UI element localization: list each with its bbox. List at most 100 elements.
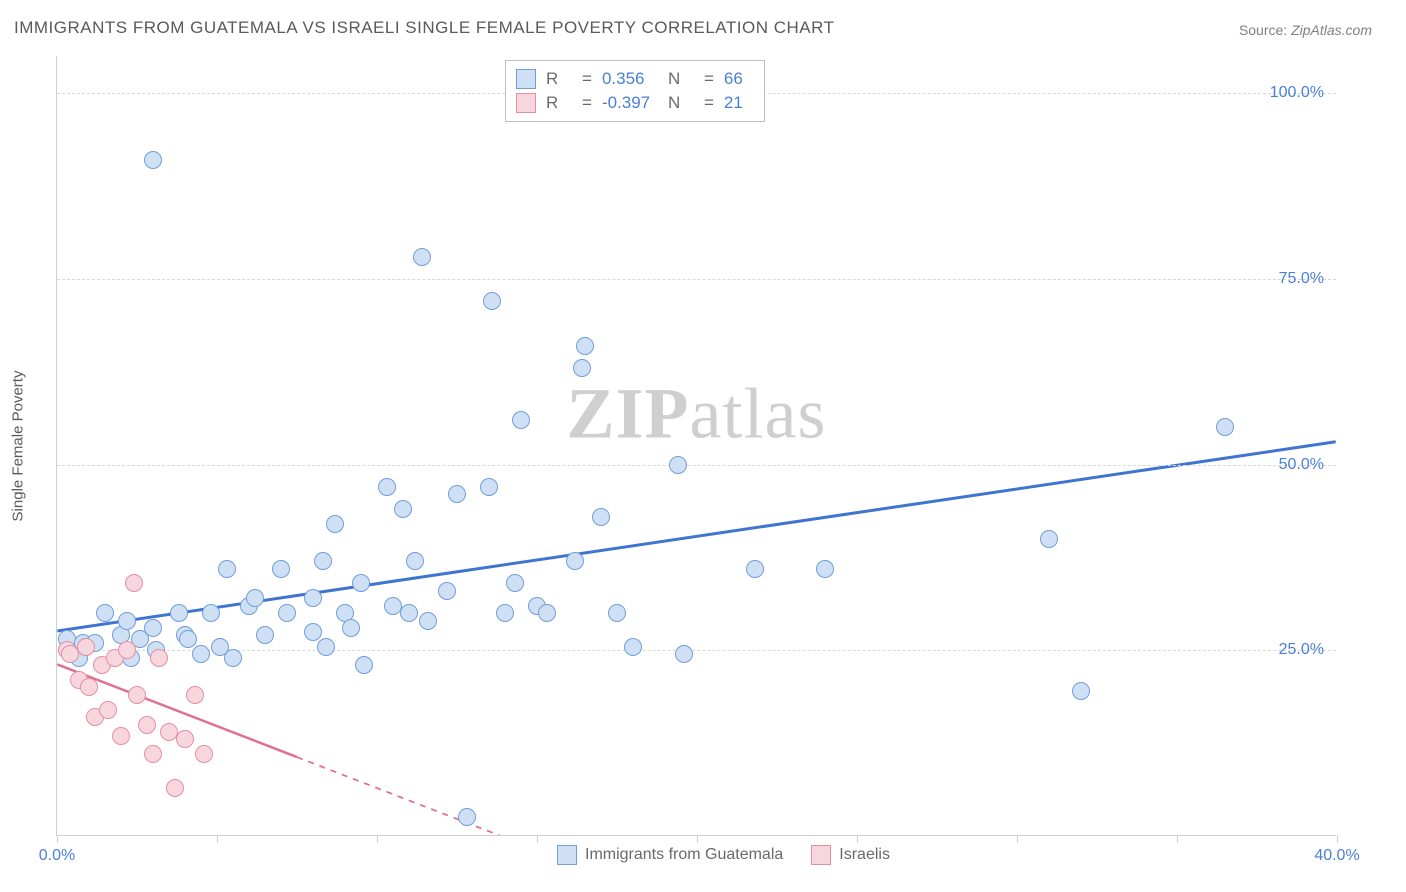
data-point xyxy=(96,604,114,622)
chart-title: IMMIGRANTS FROM GUATEMALA VS ISRAELI SIN… xyxy=(14,18,834,38)
data-point xyxy=(128,686,146,704)
trend-line-dashed xyxy=(297,757,537,835)
legend-label: Israelis xyxy=(839,846,890,864)
equals: = xyxy=(582,91,592,115)
gridline xyxy=(57,650,1336,651)
x-tick-label: 40.0% xyxy=(1314,847,1359,865)
data-point xyxy=(576,337,594,355)
data-point xyxy=(342,619,360,637)
equals: = xyxy=(704,91,714,115)
y-axis-title: Single Female Poverty xyxy=(10,371,27,522)
data-point xyxy=(326,515,344,533)
data-point xyxy=(150,649,168,667)
legend-swatch xyxy=(557,845,577,865)
legend-item: Immigrants from Guatemala xyxy=(557,845,783,865)
data-point xyxy=(170,604,188,622)
y-tick-label: 50.0% xyxy=(1279,456,1324,474)
data-point xyxy=(355,656,373,674)
data-point xyxy=(624,638,642,656)
data-point xyxy=(125,574,143,592)
data-point xyxy=(118,641,136,659)
legend-item: Israelis xyxy=(811,845,890,865)
data-point xyxy=(224,649,242,667)
stat-value-r: 0.356 xyxy=(602,67,658,91)
data-point xyxy=(304,589,322,607)
data-point xyxy=(512,411,530,429)
data-point xyxy=(746,560,764,578)
x-tick xyxy=(217,835,218,843)
stats-row: R = 0.356 N = 66 xyxy=(516,67,750,91)
data-point xyxy=(400,604,418,622)
stat-value-n: 66 xyxy=(724,67,750,91)
stat-label-n: N xyxy=(668,67,694,91)
legend-swatch xyxy=(516,69,536,89)
watermark-light: atlas xyxy=(690,374,827,454)
data-point xyxy=(1072,682,1090,700)
data-point xyxy=(608,604,626,622)
data-point xyxy=(112,727,130,745)
data-point xyxy=(483,292,501,310)
data-point xyxy=(144,745,162,763)
x-tick xyxy=(697,835,698,843)
y-tick-label: 75.0% xyxy=(1279,270,1324,288)
source-label: Source: xyxy=(1239,22,1287,38)
data-point xyxy=(186,686,204,704)
chart-container: IMMIGRANTS FROM GUATEMALA VS ISRAELI SIN… xyxy=(0,0,1406,892)
data-point xyxy=(246,589,264,607)
stat-label-r: R xyxy=(546,67,572,91)
x-tick xyxy=(57,835,58,843)
data-point xyxy=(192,645,210,663)
legend-label: Immigrants from Guatemala xyxy=(585,846,783,864)
x-tick xyxy=(1177,835,1178,843)
gridline xyxy=(57,279,1336,280)
source-credit: Source: ZipAtlas.com xyxy=(1239,22,1372,38)
equals: = xyxy=(704,67,714,91)
x-tick xyxy=(377,835,378,843)
data-point xyxy=(448,485,466,503)
data-point xyxy=(669,456,687,474)
x-tick xyxy=(857,835,858,843)
data-point xyxy=(566,552,584,570)
data-point xyxy=(378,478,396,496)
equals: = xyxy=(582,67,592,91)
data-point xyxy=(256,626,274,644)
data-point xyxy=(394,500,412,518)
source-value: ZipAtlas.com xyxy=(1291,22,1372,38)
data-point xyxy=(538,604,556,622)
data-point xyxy=(118,612,136,630)
gridline xyxy=(57,465,1336,466)
x-tick xyxy=(537,835,538,843)
data-point xyxy=(317,638,335,656)
data-point xyxy=(352,574,370,592)
data-point xyxy=(1216,418,1234,436)
data-point xyxy=(413,248,431,266)
data-point xyxy=(304,623,322,641)
stat-value-n: 21 xyxy=(724,91,750,115)
data-point xyxy=(675,645,693,663)
legend-swatch xyxy=(811,845,831,865)
x-tick xyxy=(1337,835,1338,843)
data-point xyxy=(480,478,498,496)
x-tick xyxy=(1017,835,1018,843)
data-point xyxy=(144,619,162,637)
plot-area: ZIPatlas 25.0%50.0%75.0%100.0%0.0%40.0%R… xyxy=(56,56,1336,836)
data-point xyxy=(77,638,95,656)
data-point xyxy=(80,678,98,696)
data-point xyxy=(202,604,220,622)
data-point xyxy=(419,612,437,630)
data-point xyxy=(138,716,156,734)
data-point xyxy=(816,560,834,578)
stats-row: R=-0.397N=21 xyxy=(516,91,750,115)
data-point xyxy=(314,552,332,570)
watermark-bold: ZIP xyxy=(567,374,690,454)
stat-label-r: R xyxy=(546,91,572,115)
data-point xyxy=(438,582,456,600)
stats-legend: R=0.356N=66R=-0.397N=21 xyxy=(505,60,765,122)
series-legend: Immigrants from Guatemala Israelis xyxy=(557,845,890,865)
data-point xyxy=(406,552,424,570)
data-point xyxy=(278,604,296,622)
x-tick-label: 0.0% xyxy=(39,847,75,865)
watermark: ZIPatlas xyxy=(567,373,827,456)
data-point xyxy=(496,604,514,622)
data-point xyxy=(179,630,197,648)
